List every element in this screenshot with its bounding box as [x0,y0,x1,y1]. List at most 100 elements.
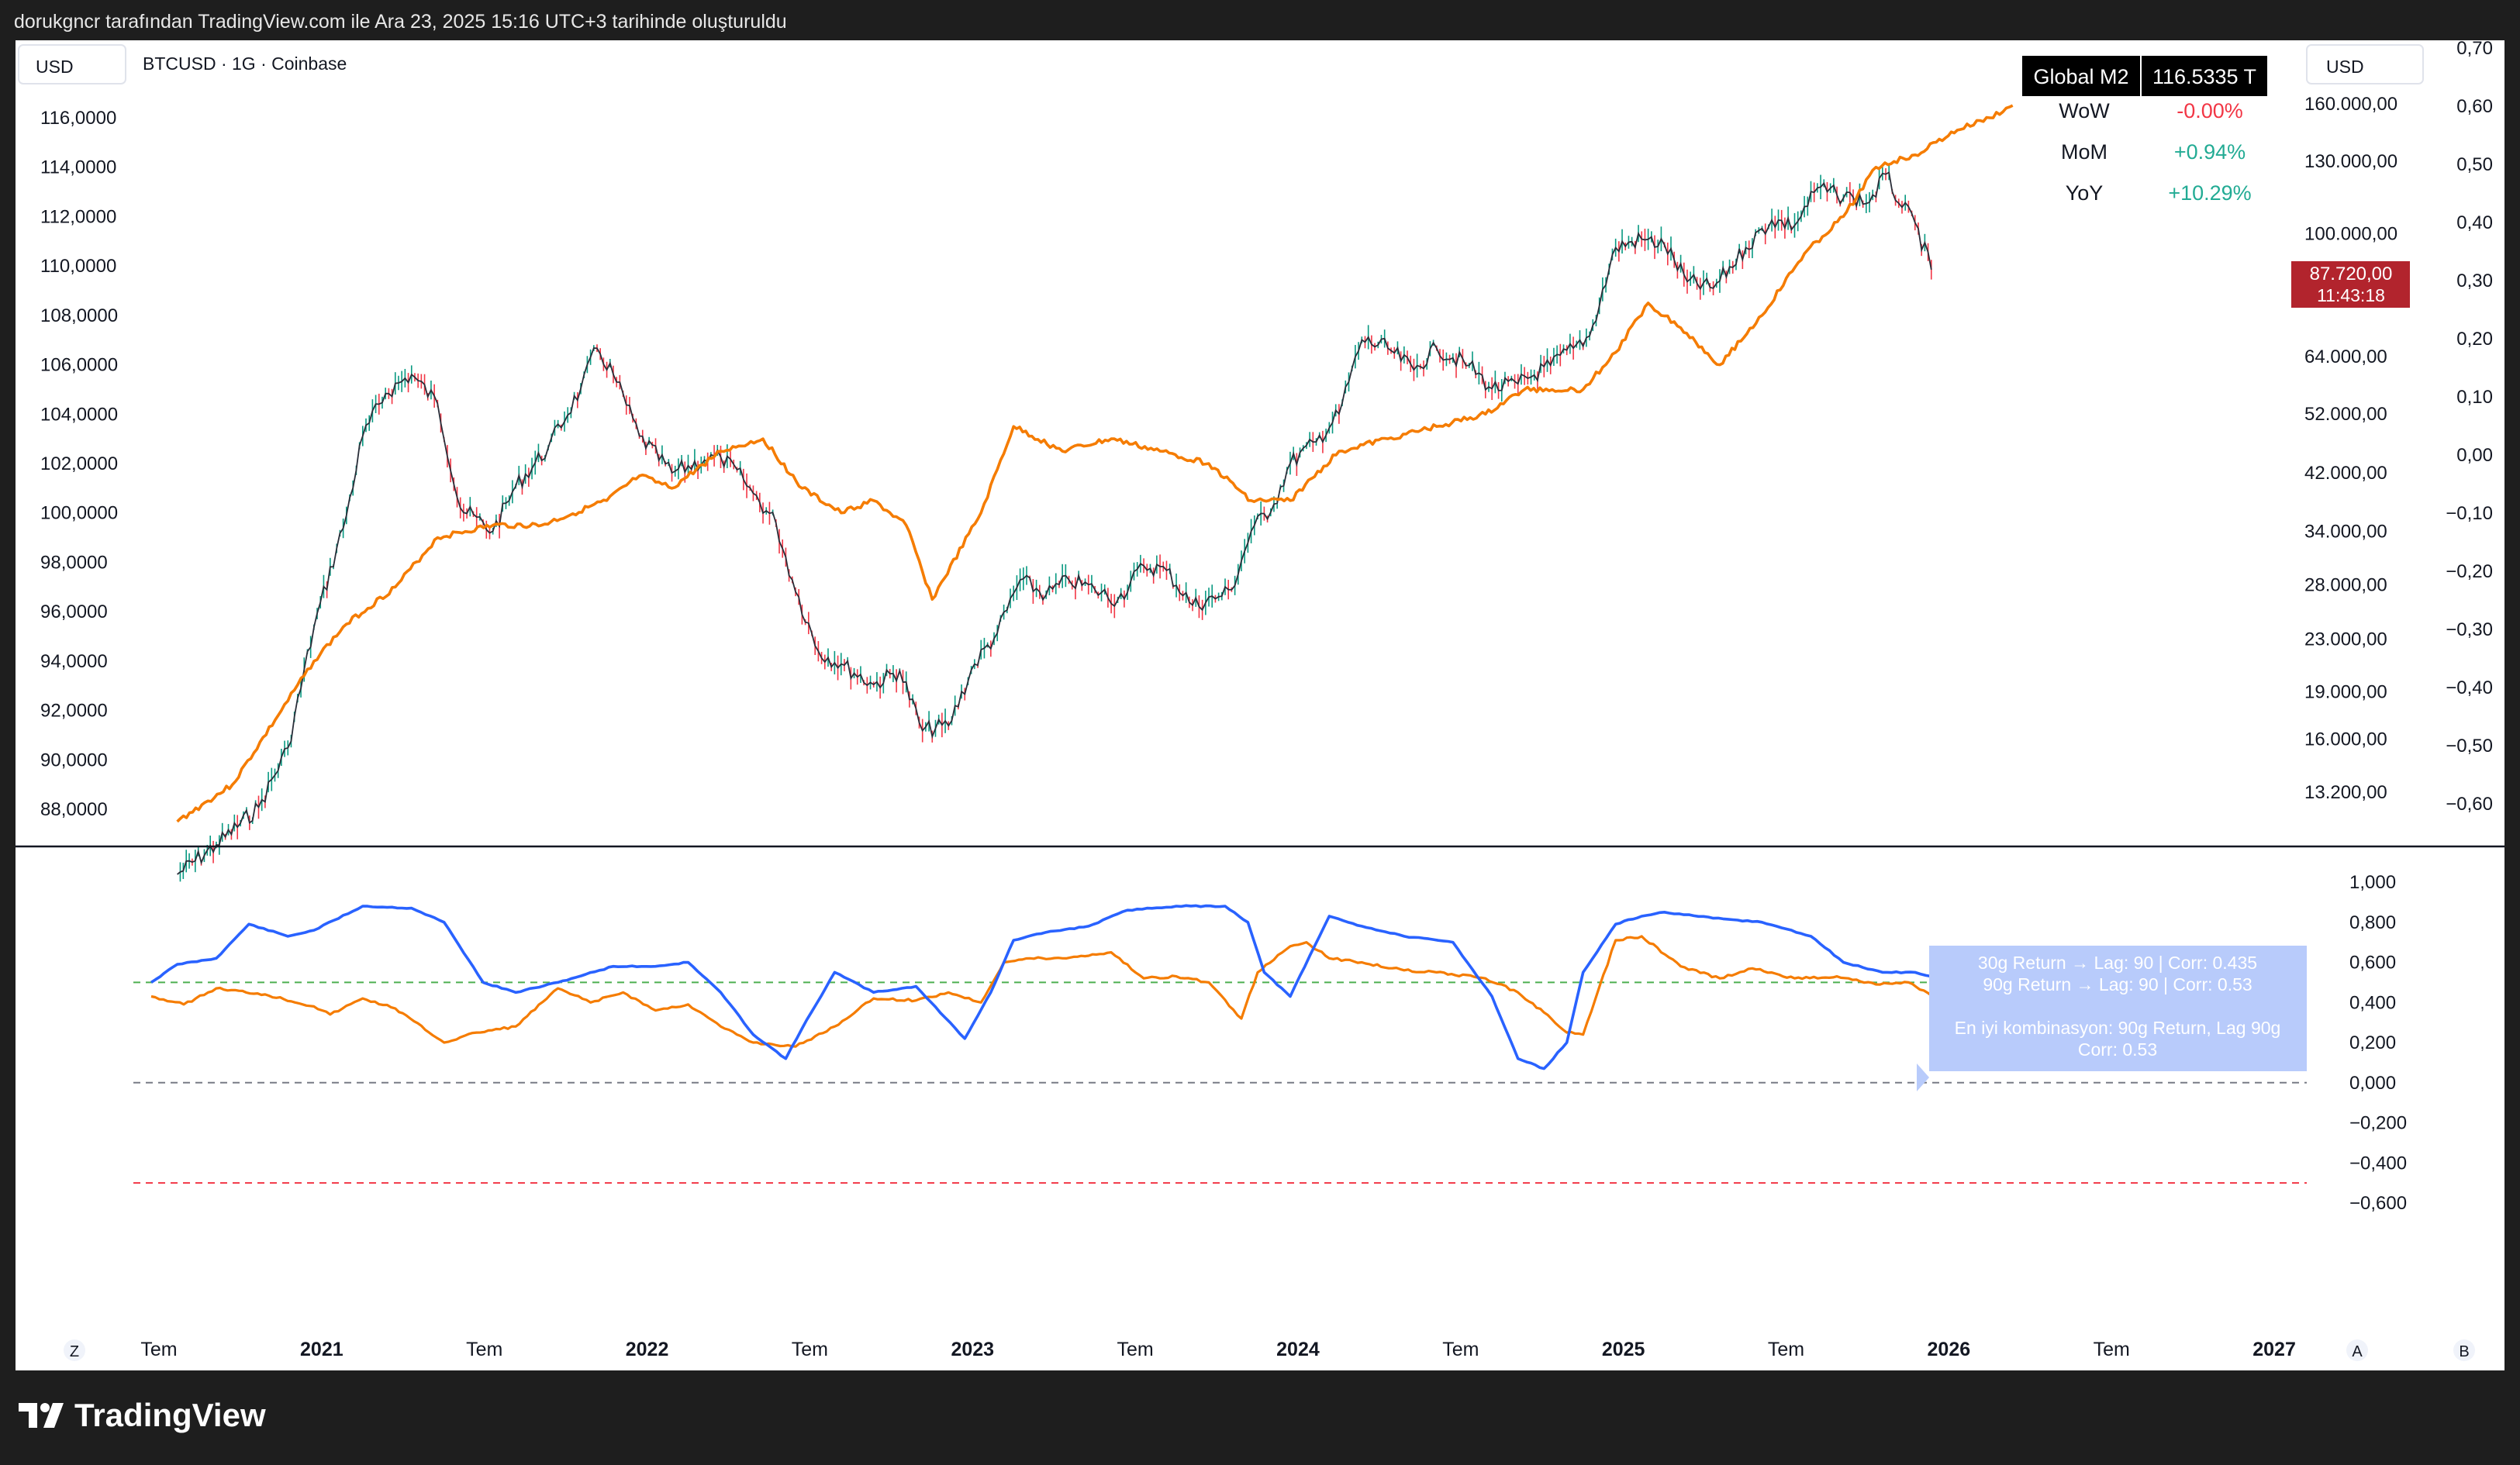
left-axis-tick: 94,0000 [40,651,108,672]
log-scale-button[interactable] [2453,1339,2475,1361]
right-price-axis-tick: 52.000,00 [2304,404,2387,425]
right-corr-axis-tick: 0,00 [2456,445,2493,466]
time-axis-year: 2026 [1928,1339,1971,1360]
time-axis-month: Tem [466,1339,502,1360]
currency-left-label: USD [36,57,74,77]
left-axis-tick: 88,0000 [40,799,108,820]
time-axis-year: 2021 [300,1339,343,1360]
last-price-countdown: 11:43:18 [2317,285,2385,305]
right-price-axis-tick: 100.000,00 [2304,223,2397,244]
m2-stat-label: YoY [2066,181,2104,205]
tradingview-logo-icon [19,1403,64,1428]
left-axis-tick: 96,0000 [40,602,108,622]
time-axis-month: Tem [1117,1339,1153,1360]
left-axis-tick: 98,0000 [40,552,108,573]
right-corr-axis-tick: 0,30 [2456,271,2493,291]
btc-price-line [177,171,1932,875]
m2-header-label: Global M2 [2033,65,2128,88]
currency-right-label: USD [2326,57,2364,77]
right-price-axis-tick: 160.000,00 [2304,94,2397,115]
btc-series [177,164,1932,882]
m2-stat-value: +10.29% [2168,181,2251,205]
left-axis-tick: 104,0000 [40,404,118,425]
m2-header-value-cell [2142,56,2267,96]
left-axis-tick: 90,0000 [40,750,108,770]
right-price-axis-tick: 23.000,00 [2304,629,2387,650]
tradingview-logo[interactable]: TradingView [19,1397,266,1434]
last-price-value: 87.720,00 [2310,264,2393,284]
tradingview-brand-name: TradingView [74,1397,266,1433]
right-corr-axis-tick: 0,60 [2456,96,2493,117]
right-corr-axis-tick: 0,40 [2456,212,2493,233]
correlation-tooltip [1929,946,2307,1071]
log-scale-label: B [2459,1343,2469,1360]
corr-axis-tick: 0,200 [2349,1032,2396,1053]
auto-scale-label: A [2352,1343,2363,1360]
right-price-axis: 160.000,00 130.000,00 100.000,00 64.000,00 5… [2304,94,2397,803]
time-axis-year: 2027 [2252,1339,2296,1360]
m2-stat-label: MoM [2061,140,2107,164]
timezone-button[interactable] [64,1339,85,1361]
right-price-axis-tick: 42.000,00 [2304,463,2387,484]
left-axis-tick: 102,0000 [40,453,118,474]
right-corr-axis-tick: −0,30 [2446,619,2493,640]
corr-90g-series [150,904,1932,1070]
left-axis-tick: 100,0000 [40,503,118,524]
snapshot-caption: dorukgncr tarafından TradingView.com ile… [14,11,787,33]
right-corr-axis-tick: 0,20 [2456,329,2493,350]
m2-stat-label: WoW [2059,99,2110,122]
corr-axis-tick: 0,400 [2349,992,2396,1013]
right-price-axis-tick: 28.000,00 [2304,574,2387,595]
tooltip-pointer [1917,1063,1929,1091]
corr-90g-line [150,904,1932,1070]
right-price-axis-tick: 34.000,00 [2304,521,2387,542]
right-corr-axis-tick: −0,60 [2446,794,2493,815]
tooltip-line: En iyi kombinasyon: 90g Return, Lag 90g [1955,1018,2281,1038]
corr-axis-tick: −0,400 [2349,1153,2407,1174]
m2-stats-table: Global M2 116.5335 T WoW -0.00% MoM +0.94% Y… [2022,56,2267,205]
right-corr-axis-tick: 0,50 [2456,154,2493,175]
time-axis-month: Tem [792,1339,828,1360]
right-price-axis-tick: 19.000,00 [2304,681,2387,702]
left-axis-tick: 116,0000 [40,108,116,129]
m2-series [176,104,2014,823]
right-price-axis-tick: 16.000,00 [2304,729,2387,750]
right-price-axis-tick: 130.000,00 [2304,151,2397,172]
right-corr-axis-tick: −0,10 [2446,503,2493,524]
time-axis-year: 2023 [951,1339,994,1360]
left-axis-tick: 106,0000 [40,355,118,376]
right-price-axis-tick: 64.000,00 [2304,346,2387,367]
auto-scale-button[interactable] [2346,1339,2368,1361]
tooltip-line: 30g Return → Lag: 90 | Corr: 0.435 [1978,953,2257,973]
right-corr-axis-tick: −0,20 [2446,561,2493,582]
time-axis-month: Tem [140,1339,177,1360]
corr-axis-tick: −0,200 [2349,1113,2407,1134]
m2-header-value: 116.5335 T [2152,65,2256,88]
chart-svg[interactable]: USD BTCUSD · 1G · Coinbase USD 116,00001… [16,38,2504,1370]
m2-stat-value: -0.00% [2177,99,2243,122]
m2-stats-rows: WoW -0.00% MoM +0.94% YoY +10.29% [2059,99,2251,205]
correlation-reference-lines [133,981,2307,1184]
right-corr-axis-tick: 0,70 [2456,40,2493,59]
right-corr-axis-tick: −0,40 [2446,677,2493,698]
currency-button-right[interactable] [2306,44,2424,84]
right-price-axis-tick: 13.200,00 [2304,782,2387,803]
currency-button-left[interactable] [18,44,126,84]
time-axis-month: Tem [1442,1339,1479,1360]
time-axis-month: Tem [1768,1339,1804,1360]
left-axis-tick: 114,0000 [40,157,116,178]
time-axis-year: 2024 [1276,1339,1320,1360]
chart-panel: USD BTCUSD · 1G · Coinbase USD 116,0000 1… [16,38,2504,1370]
corr-axis-tick: 0,600 [2349,953,2396,974]
time-axis-year: 2022 [626,1339,669,1360]
left-axis-tick: 92,0000 [40,701,108,722]
corr-30g-series [150,935,1932,1048]
right-corr-axis-tick: 0,10 [2456,387,2493,408]
left-axis-tick: 110,0000 [40,256,116,277]
right-corr-axis-tick: −0,50 [2446,736,2493,757]
time-axis: Tem 2021 Tem 2022 Tem 2023 Tem 2024 Tem 2025 Tem 20… [140,1339,2295,1360]
tooltip-line: 90g Return → Lag: 90 | Corr: 0.53 [1983,974,2252,994]
time-axis-month: Tem [2094,1339,2130,1360]
